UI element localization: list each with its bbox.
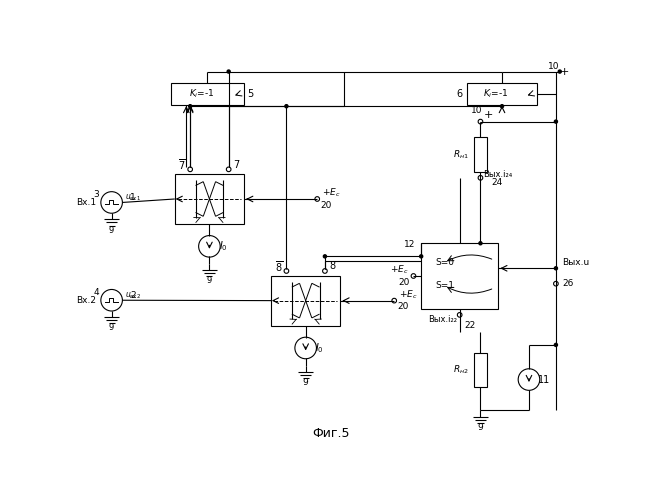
Text: 20: 20	[398, 302, 409, 312]
Text: 7: 7	[233, 160, 240, 170]
Text: Вых.u: Вых.u	[562, 258, 589, 266]
Text: S=0: S=0	[435, 258, 454, 267]
Text: Вх.2: Вх.2	[76, 296, 96, 304]
Bar	[467, 83, 537, 104]
Text: 9: 9	[207, 276, 212, 285]
Text: $\overline{7}$: $\overline{7}$	[178, 158, 187, 172]
Circle shape	[518, 369, 540, 390]
Text: 5: 5	[247, 89, 253, 99]
Text: 9: 9	[109, 226, 114, 234]
Circle shape	[227, 70, 230, 73]
Text: S=1: S=1	[435, 281, 454, 290]
Text: $\overline{8}$: $\overline{8}$	[275, 259, 283, 274]
Text: $K_i$=-1: $K_i$=-1	[483, 88, 508, 100]
Text: $u_{вх1}$: $u_{вх1}$	[125, 192, 141, 203]
Text: $u_{вх2}$: $u_{вх2}$	[125, 290, 141, 301]
Text: 10: 10	[548, 62, 559, 70]
Bar	[171, 83, 244, 104]
Bar	[421, 244, 498, 308]
Text: $I_0$: $I_0$	[315, 341, 324, 355]
Text: +$E_c$: +$E_c$	[390, 264, 409, 276]
Text: 12: 12	[404, 240, 415, 250]
Text: 6: 6	[457, 89, 463, 99]
Text: 9: 9	[477, 423, 483, 432]
Circle shape	[554, 120, 557, 123]
Text: +$E_c$: +$E_c$	[399, 288, 417, 300]
Circle shape	[189, 104, 192, 108]
Text: 9: 9	[303, 378, 309, 387]
Text: 8: 8	[329, 262, 336, 272]
Text: Вых.i₂₂: Вых.i₂₂	[428, 315, 457, 324]
Text: 2: 2	[130, 291, 136, 300]
Text: +$E_c$: +$E_c$	[322, 186, 340, 199]
Circle shape	[479, 242, 482, 245]
Bar	[271, 276, 340, 326]
Circle shape	[554, 344, 557, 346]
Text: 4: 4	[94, 288, 99, 297]
Circle shape	[420, 255, 422, 258]
Text: Вых.i₂₄: Вых.i₂₄	[483, 170, 512, 179]
Text: 10: 10	[471, 106, 483, 114]
Text: +: +	[559, 66, 569, 76]
Circle shape	[101, 192, 122, 213]
Text: Вх.1: Вх.1	[76, 198, 96, 207]
Circle shape	[554, 266, 557, 270]
Bar	[175, 174, 244, 224]
Circle shape	[501, 104, 503, 108]
Text: 20: 20	[321, 200, 332, 209]
Text: 3: 3	[94, 190, 99, 199]
Circle shape	[198, 236, 220, 257]
Text: +: +	[483, 110, 493, 120]
Text: 9: 9	[109, 324, 114, 332]
Circle shape	[558, 70, 561, 73]
Text: $R_{н1}$: $R_{н1}$	[453, 148, 469, 160]
Text: 11: 11	[538, 374, 550, 384]
Circle shape	[295, 337, 317, 359]
Bar	[474, 352, 487, 388]
Text: $R_{н2}$: $R_{н2}$	[453, 364, 469, 376]
Text: 24: 24	[492, 178, 503, 187]
Bar	[474, 137, 487, 172]
Text: 26: 26	[562, 279, 574, 288]
Text: Фиг.5: Фиг.5	[312, 427, 350, 440]
Circle shape	[101, 290, 122, 311]
Circle shape	[285, 104, 288, 108]
Text: 20: 20	[399, 278, 410, 286]
Text: $I_0$: $I_0$	[219, 240, 227, 253]
Text: 1: 1	[130, 194, 136, 202]
Text: $K_i$=-1: $K_i$=-1	[189, 88, 214, 100]
Circle shape	[324, 255, 326, 258]
Text: 22: 22	[465, 321, 476, 330]
